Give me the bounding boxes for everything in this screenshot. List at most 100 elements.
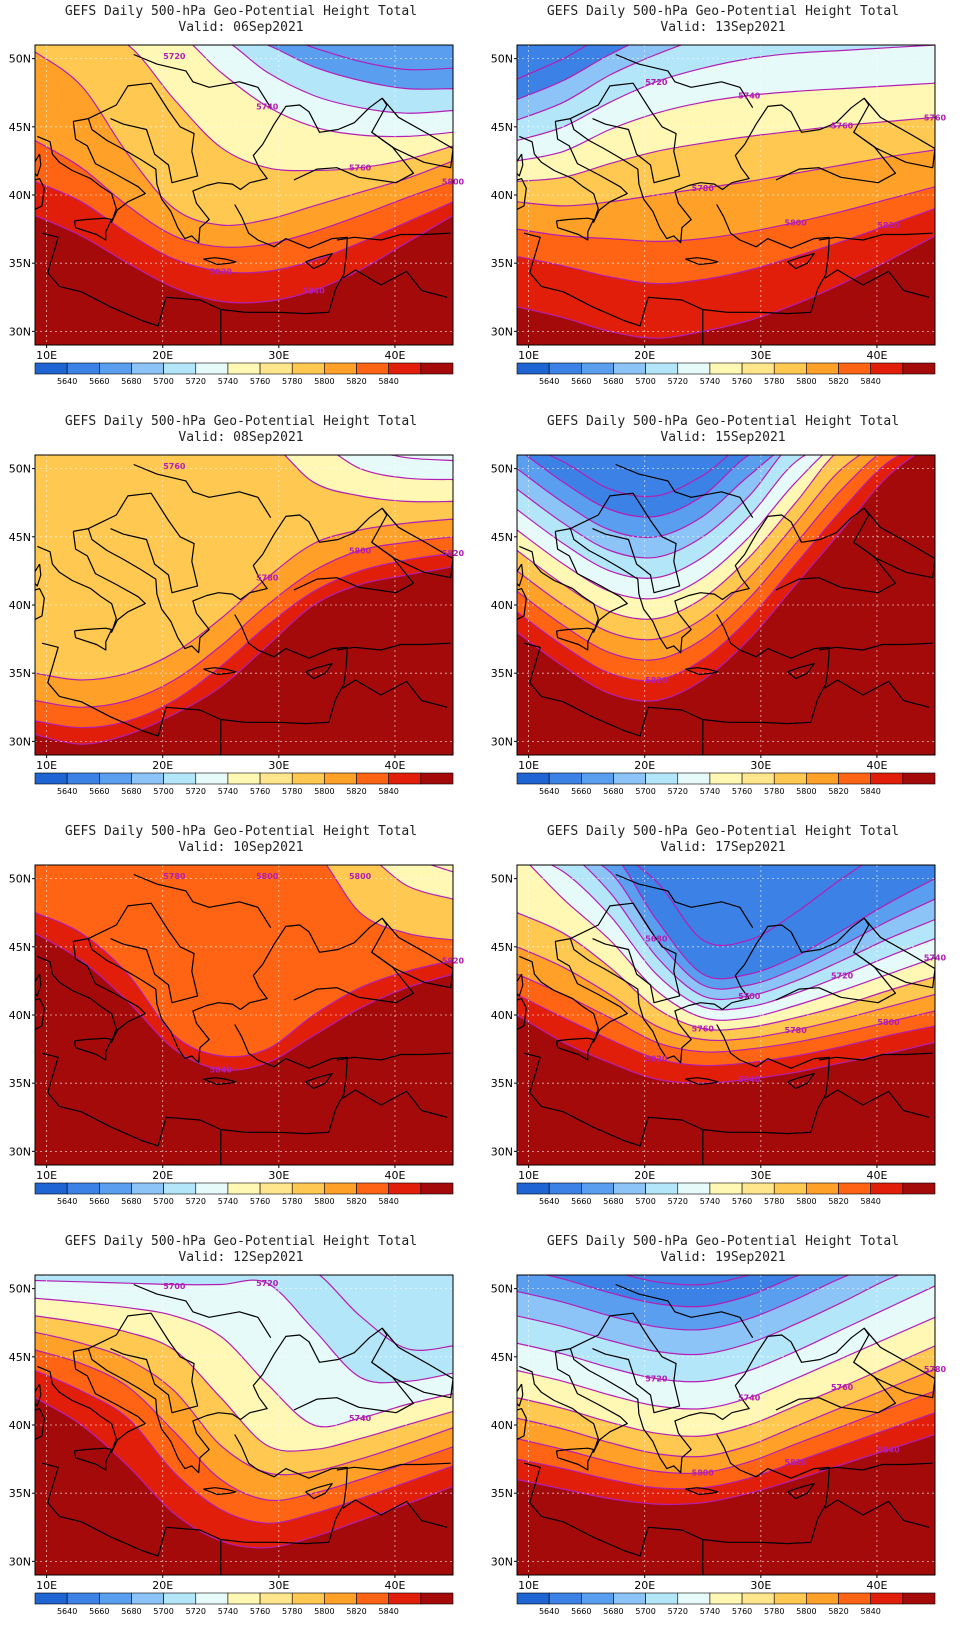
lat-tick-label: 50N (491, 463, 513, 476)
map-area (517, 455, 935, 755)
colorbar-swatch (356, 1592, 389, 1605)
colorbar-label: 5720 (186, 1607, 206, 1616)
colorbar-swatch (195, 1592, 229, 1605)
contour-label: 5780 (692, 184, 715, 193)
colorbar-label: 5700 (153, 1197, 173, 1206)
colorbar-swatch (163, 1182, 197, 1195)
lon-tick-label: 20E (152, 349, 173, 362)
contour-line (517, 455, 775, 539)
panel-valid-date: Valid: 15Sep2021 (660, 430, 786, 445)
contour-label: 5780 (785, 1026, 808, 1035)
contour-line (624, 1275, 752, 1286)
map-area (517, 865, 935, 1165)
lat-tick-label: 30N (491, 325, 513, 338)
lon-tick-label: 10E (518, 1169, 539, 1182)
coastline (555, 627, 595, 651)
colorbar-swatch (291, 1592, 325, 1605)
coastline (371, 97, 453, 169)
coastline (73, 97, 415, 244)
colorbar-swatch (163, 1592, 197, 1605)
colorbar-label: 5700 (635, 1607, 655, 1616)
colorbar-label: 5660 (571, 1197, 591, 1206)
colorbar-swatch (99, 1182, 132, 1195)
colorbar-swatch (324, 1182, 357, 1195)
colorbar-label: 5680 (603, 377, 623, 386)
colorbar-label: 5720 (668, 377, 688, 386)
colorbar-swatch (195, 1182, 229, 1195)
lat-tick-label: 40N (491, 599, 513, 612)
lon-tick-label: 30E (268, 1579, 289, 1592)
contour-line (318, 1275, 453, 1351)
contour-label: 5800 (349, 546, 372, 555)
map-plot: 5680 5700 5720 5740 5760 5780 5800 5820 5840 50N 4… (491, 864, 947, 1206)
colorbar-swatch (66, 362, 100, 375)
lat-tick-label: 40N (491, 189, 513, 202)
colorbar-label: 5780 (282, 377, 302, 386)
colorbar-swatch (34, 362, 68, 375)
map-area (35, 1275, 453, 1575)
coastline (517, 998, 527, 1031)
colorbar-swatch (227, 362, 261, 375)
colorbar-label: 5660 (89, 377, 109, 386)
colorbar-swatch (902, 362, 936, 375)
lat-tick-label: 30N (9, 325, 31, 338)
colorbar-swatch (838, 1182, 871, 1195)
colorbar-swatch (131, 772, 164, 785)
map-panel: GEFS Daily 500-hPa Geo-Potential Height … (0, 1230, 482, 1640)
colorbar-swatch (677, 772, 711, 785)
contour-label: 5720 (645, 78, 668, 87)
coastline (555, 217, 595, 241)
coastline (305, 253, 333, 270)
colorbar-label: 5660 (89, 787, 109, 796)
lat-tick-label: 50N (491, 1283, 513, 1296)
contour-line (517, 186, 935, 243)
contour-line (517, 1275, 851, 1331)
lon-tick-label: 10E (36, 1579, 57, 1592)
contour-label: 5700 (738, 992, 761, 1001)
contour-line (35, 180, 453, 274)
lat-tick-label: 40N (9, 599, 31, 612)
coastline (824, 269, 930, 298)
panel-title: GEFS Daily 500-hPa Geo-Potential Height … (64, 824, 418, 839)
colorbar-label: 5820 (346, 787, 366, 796)
colorbar-swatch (581, 1182, 614, 1195)
contour-line (517, 1275, 901, 1356)
coastline (342, 679, 448, 708)
lon-tick-label: 40E (866, 349, 887, 362)
colorbar-label: 5760 (732, 787, 752, 796)
contour-line (325, 865, 453, 941)
colorbar-label: 5720 (668, 1197, 688, 1206)
colorbar-swatch (709, 1592, 743, 1605)
map-plot: 5760 5780 5800 5820 50N 45N 40N 35N 30N 10E 20E 30E… (9, 454, 465, 796)
contour-line (525, 455, 751, 518)
contour-label: 5820 (645, 676, 668, 685)
map-area (517, 1275, 935, 1575)
contour-label: 5760 (831, 121, 854, 130)
coastline (517, 153, 524, 177)
colorbar-label: 5760 (250, 377, 270, 386)
lon-tick-label: 20E (634, 1579, 655, 1592)
contour-label: 5840 (877, 1446, 900, 1455)
coastline (41, 204, 348, 327)
colorbar-label: 5780 (764, 787, 784, 796)
lat-tick-label: 35N (491, 667, 513, 680)
colorbar-label: 5780 (764, 1197, 784, 1206)
coastline (570, 82, 681, 184)
coastline (133, 1283, 272, 1339)
lat-tick-label: 35N (9, 257, 31, 270)
contour-label: 5720 (256, 1279, 279, 1288)
colorbar-label: 5780 (764, 1607, 784, 1616)
lat-tick-label: 30N (491, 1145, 513, 1158)
colorbar-label: 5820 (346, 1197, 366, 1206)
colorbar-label: 5840 (379, 1607, 399, 1616)
map-area (35, 45, 453, 345)
colorbar-swatch (773, 772, 807, 785)
contour-line (517, 455, 879, 661)
coastline (853, 97, 935, 169)
coastline (824, 679, 930, 708)
colorbar-swatch (613, 1182, 646, 1195)
colorbar-label: 5700 (153, 787, 173, 796)
contour-label: 5760 (349, 164, 372, 173)
contour-line (517, 1014, 935, 1084)
colorbar-label: 5820 (828, 377, 848, 386)
